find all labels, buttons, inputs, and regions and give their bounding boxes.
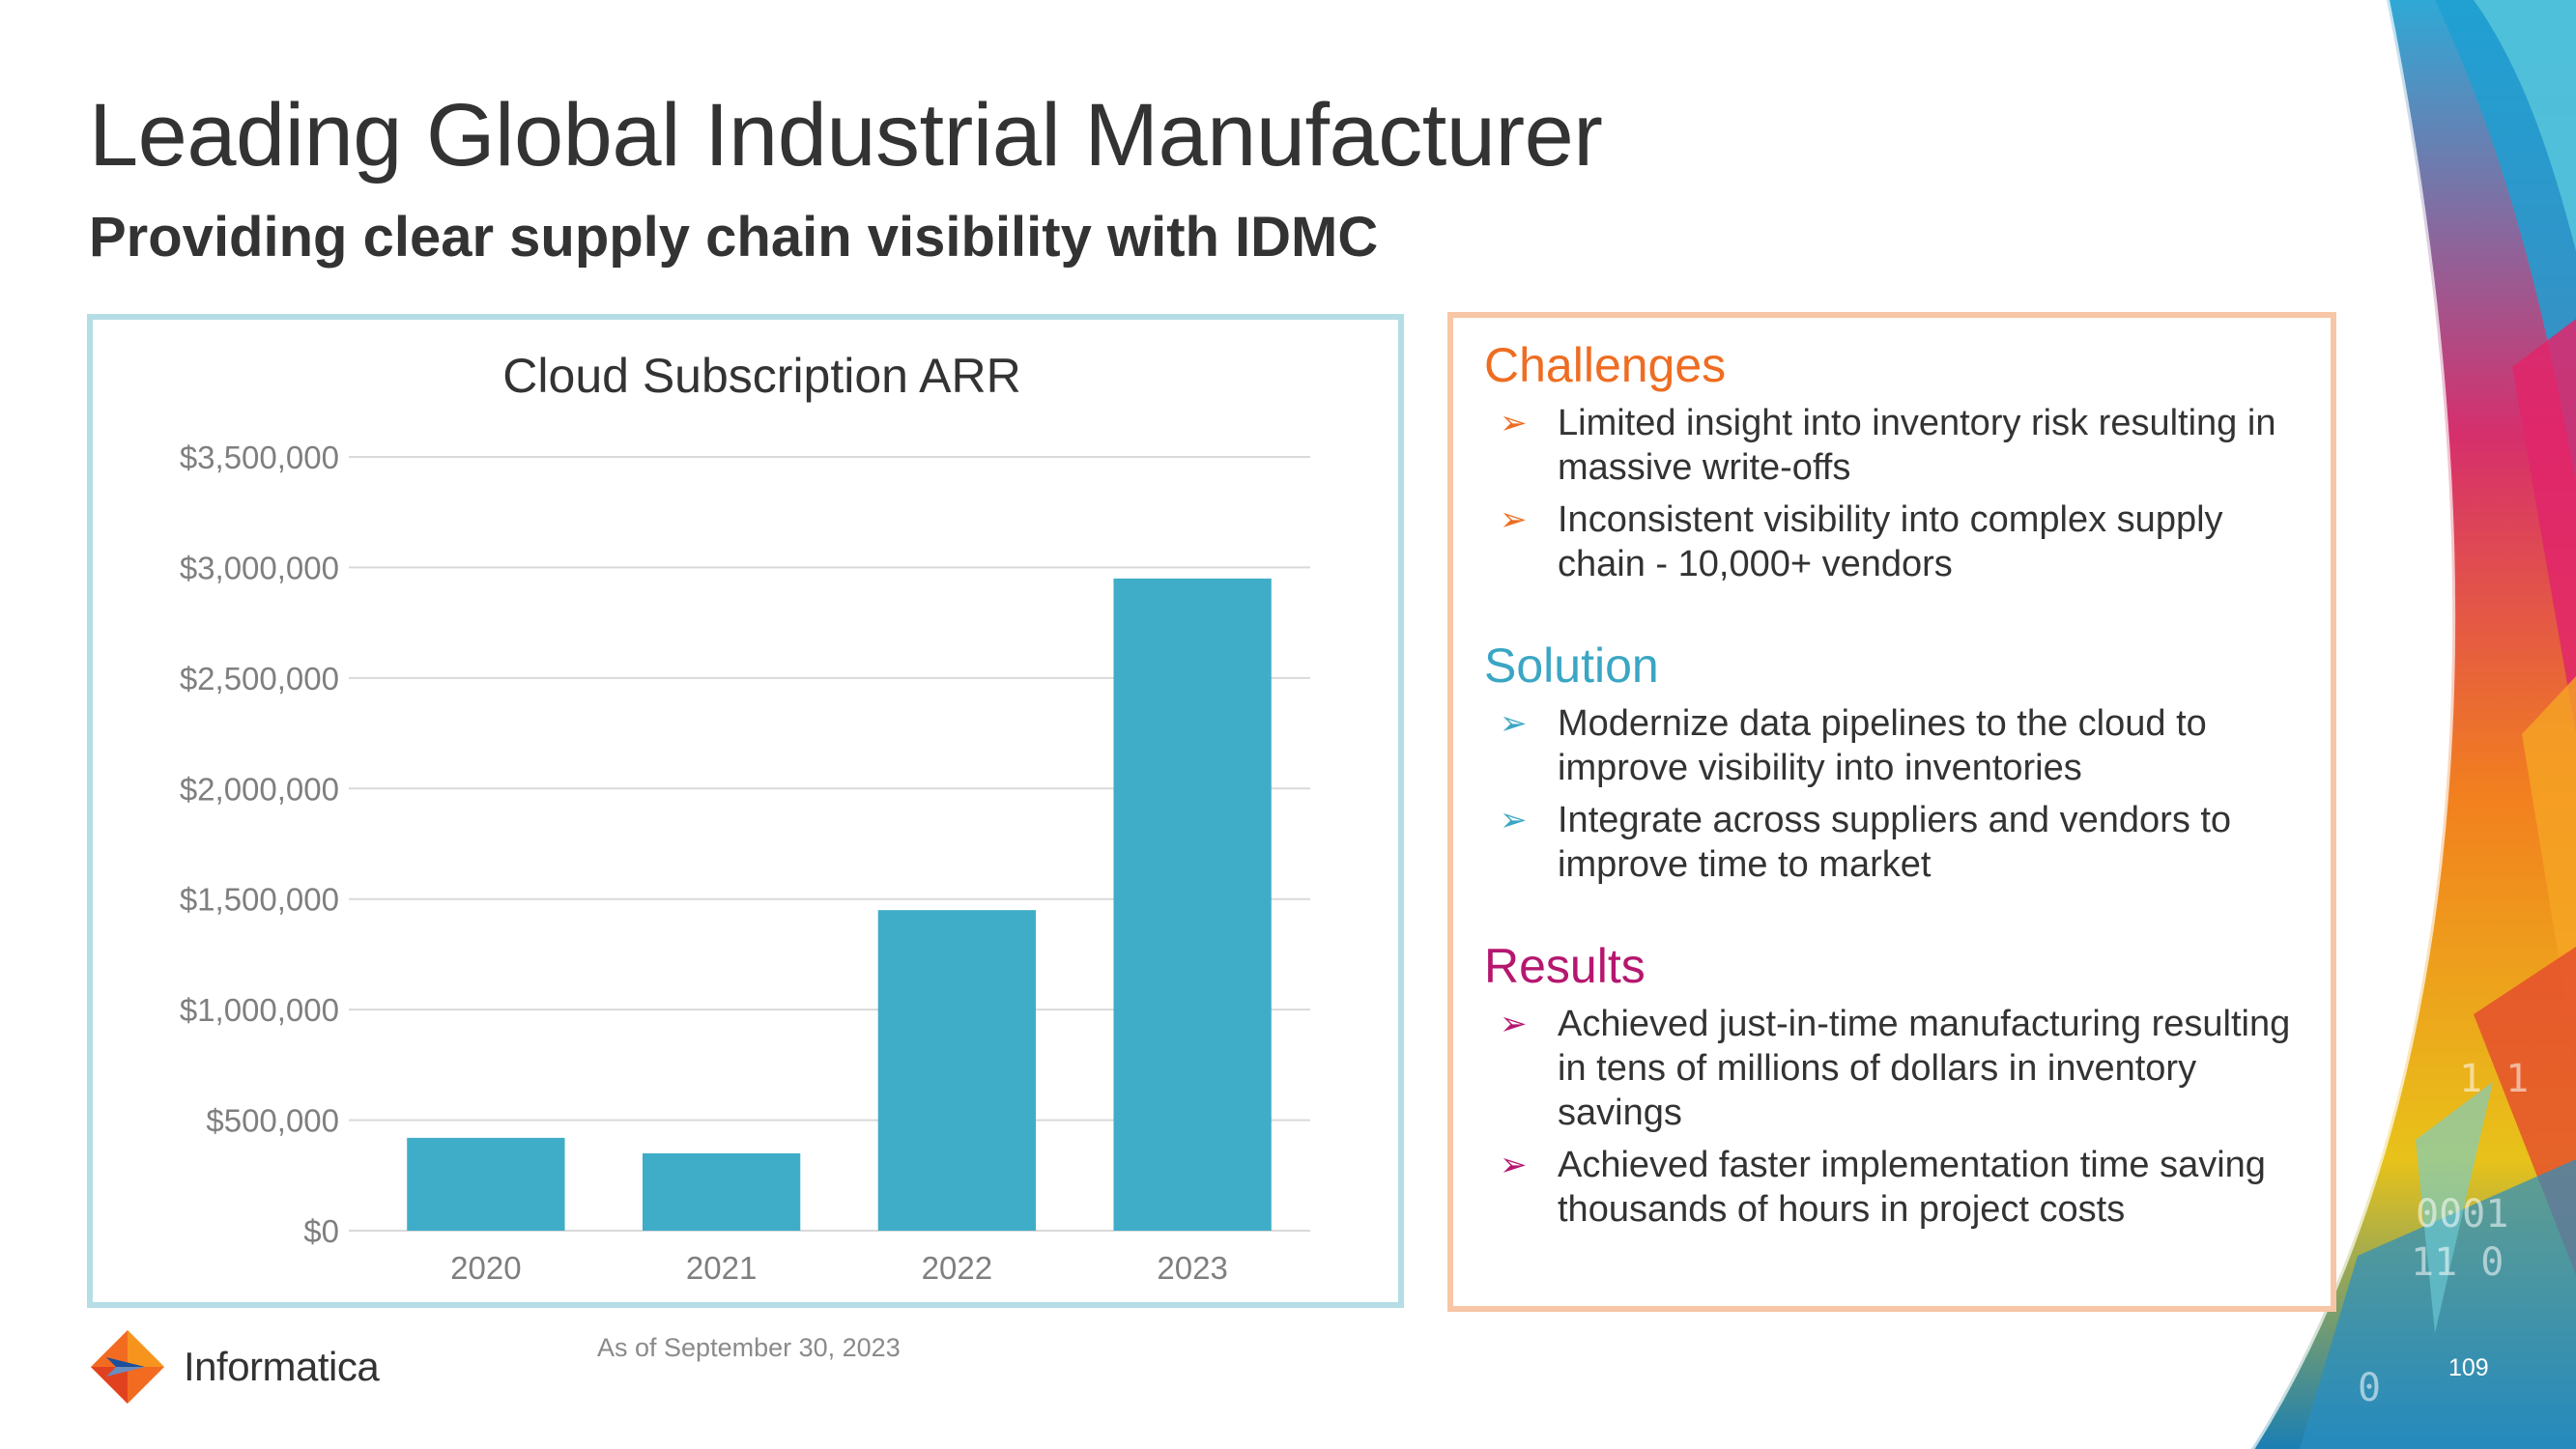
y-tick-label: $500,000 [206,1103,339,1139]
bullet-text: Achieved just-in-time manufacturing resu… [1558,1004,2291,1133]
logo-text: Informatica [184,1344,380,1389]
x-tick-label: 2022 [922,1250,992,1286]
page-number: 109 [2448,1354,2489,1381]
y-tick-label: $2,000,000 [180,771,339,807]
list-item: ➢ Integrate across suppliers and vendors … [1484,798,2315,887]
arrow-bullet-icon: ➢ [1500,501,1528,538]
svg-text:0: 0 [2358,1366,2381,1410]
list-item: ➢ Achieved just-in-time manufacturing res… [1484,1002,2315,1135]
y-tick-label: $2,500,000 [180,661,339,696]
informatica-logo: Informatica [89,1328,380,1406]
svg-text:11 0: 11 0 [2411,1240,2504,1285]
challenges-list: ➢ Limited insight into inventory risk res… [1484,401,2315,594]
y-tick-label: $3,500,000 [180,440,339,475]
bullet-text: Inconsistent visibility into complex sup… [1558,499,2223,584]
informatica-logo-icon [91,1330,164,1404]
bullet-text: Modernize data pipelines to the cloud to… [1558,703,2207,788]
bar-2023 [1113,578,1272,1231]
arrow-bullet-icon: ➢ [1500,802,1528,838]
svg-text:1 1: 1 1 [2459,1057,2529,1101]
x-tick-label: 2023 [1157,1250,1227,1286]
bullet-text: Integrate across suppliers and vendors t… [1558,800,2232,885]
arrow-bullet-icon: ➢ [1500,1147,1528,1183]
y-tick-label: $0 [303,1213,339,1249]
arrow-bullet-icon: ➢ [1500,405,1528,441]
list-item: ➢ Inconsistent visibility into complex su… [1484,497,2315,586]
results-heading: Results [1484,939,1646,993]
challenges-heading: Challenges [1484,338,1727,392]
solution-list: ➢ Modernize data pipelines to the cloud t… [1484,701,2315,895]
y-tick-label: $3,000,000 [180,550,339,585]
footnote: As of September 30, 2023 [597,1333,901,1362]
list-item: ➢ Achieved faster implementation time sav… [1484,1143,2315,1232]
arrow-bullet-icon: ➢ [1500,1006,1528,1042]
list-item: ➢ Modernize data pipelines to the cloud t… [1484,701,2315,790]
bar-chart: Cloud Subscription ARR $0 $500,000 $1,000,0… [180,349,1310,1286]
list-item: ➢ Limited insight into inventory risk res… [1484,401,2315,490]
info-panel: Challenges ➢ Limited insight into invento… [1447,312,2336,1312]
y-tick-label: $1,500,000 [180,882,339,918]
bullet-text: Achieved faster implementation time savi… [1558,1145,2266,1230]
y-tick-label: $1,000,000 [180,992,339,1028]
bar-2022 [877,910,1037,1231]
solution-heading: Solution [1484,639,1659,693]
page-subtitle: Providing clear supply chain visibility … [89,206,1379,269]
chart-panel: Cloud Subscription ARR $0 $500,000 $1,000,0… [87,314,1404,1308]
bar-2021 [642,1152,801,1231]
page-title: Leading Global Industrial Manufacturer [89,86,1603,185]
arrow-bullet-icon: ➢ [1500,705,1528,742]
results-list: ➢ Achieved just-in-time manufacturing res… [1484,1002,2315,1239]
bar-2020 [407,1137,565,1231]
bullet-text: Limited insight into inventory risk resu… [1558,403,2276,488]
x-tick-label: 2021 [686,1250,757,1286]
chart-title: Cloud Subscription ARR [502,349,1020,403]
svg-text:0001: 0001 [2416,1192,2508,1236]
x-tick-label: 2020 [450,1250,521,1286]
